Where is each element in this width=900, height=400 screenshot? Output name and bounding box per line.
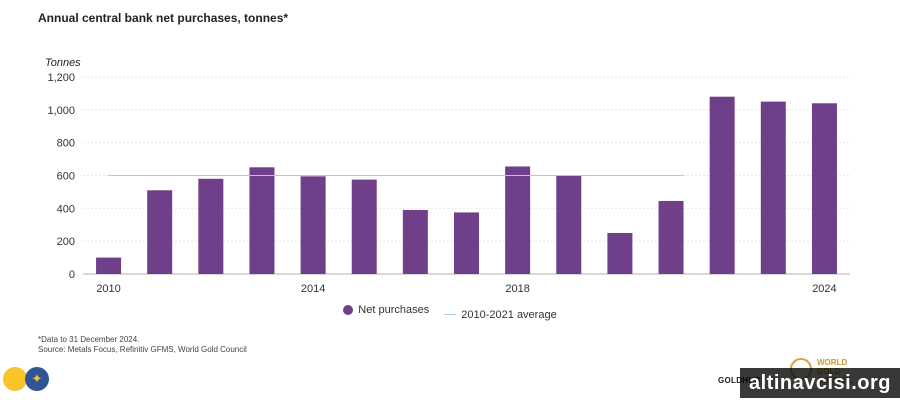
legend-swatch-net-purchases bbox=[343, 305, 354, 315]
footnote-source: Source: Metals Focus, Refinitiv GFMS, Wo… bbox=[38, 345, 247, 354]
goldhub-label: GOLDHUB bbox=[718, 376, 761, 385]
y-tick-label: 1,200 bbox=[47, 72, 75, 84]
x-tick-label: 2014 bbox=[301, 283, 325, 295]
x-tick-label: 2024 bbox=[812, 283, 836, 295]
sun-icon bbox=[3, 367, 27, 391]
footnote-note: *Data to 31 December 2024. bbox=[38, 335, 140, 344]
x-tick-label: 2010 bbox=[96, 283, 120, 295]
bar-2013 bbox=[249, 167, 275, 274]
chart-title: Annual central bank net purchases, tonne… bbox=[38, 11, 289, 25]
y-tick-label: 800 bbox=[57, 138, 75, 150]
bar-2017 bbox=[454, 212, 479, 274]
y-axis-label: Tonnes bbox=[45, 57, 81, 69]
bar-2019 bbox=[556, 175, 582, 274]
y-tick-label: 600 bbox=[57, 171, 75, 183]
bar-chart: Tonnes 0 200 400 600 800 1,000 1,200 2010 2014 201… bbox=[45, 57, 850, 295]
bar-2020 bbox=[607, 232, 633, 274]
chart-area: Tonnes 0 200 400 600 800 1,000 1,200 2010 2014 201… bbox=[45, 57, 850, 295]
bar-2024 bbox=[811, 103, 837, 275]
bar-2022 bbox=[709, 96, 735, 274]
watermark: altinavcisi.org bbox=[740, 368, 900, 398]
legend-item-average[interactable]: 2010-2021 average bbox=[444, 308, 557, 321]
bar-2018 bbox=[505, 166, 531, 274]
brand-logo-left[interactable]: ✦ bbox=[3, 366, 51, 392]
x-tick-label: 2018 bbox=[505, 283, 529, 295]
bar-2021 bbox=[658, 200, 684, 274]
y-tick-label: 0 bbox=[69, 269, 75, 281]
legend-label-net-purchases: Net purchases bbox=[358, 304, 430, 316]
footnotes: *Data to 31 December 2024. Source: Metal… bbox=[38, 335, 247, 355]
y-tick-label: 200 bbox=[57, 236, 75, 248]
legend-label-average: 2010-2021 average bbox=[461, 308, 557, 321]
bar-2016 bbox=[402, 209, 428, 274]
bar-2023 bbox=[760, 101, 786, 274]
y-tick-label: 400 bbox=[57, 203, 75, 215]
bar-2010 bbox=[96, 257, 122, 274]
bar-2015 bbox=[351, 179, 377, 274]
badge-icon: ✦ bbox=[25, 367, 49, 391]
legend-swatch-average bbox=[444, 314, 457, 315]
bar-2012 bbox=[198, 178, 224, 274]
y-tick-label: 1,000 bbox=[47, 105, 75, 117]
bar-2011 bbox=[147, 190, 173, 274]
bar-2014 bbox=[300, 176, 326, 274]
chart-legend: Net purchases 2010-2021 average bbox=[0, 304, 900, 321]
legend-item-net-purchases[interactable]: Net purchases bbox=[343, 304, 429, 316]
